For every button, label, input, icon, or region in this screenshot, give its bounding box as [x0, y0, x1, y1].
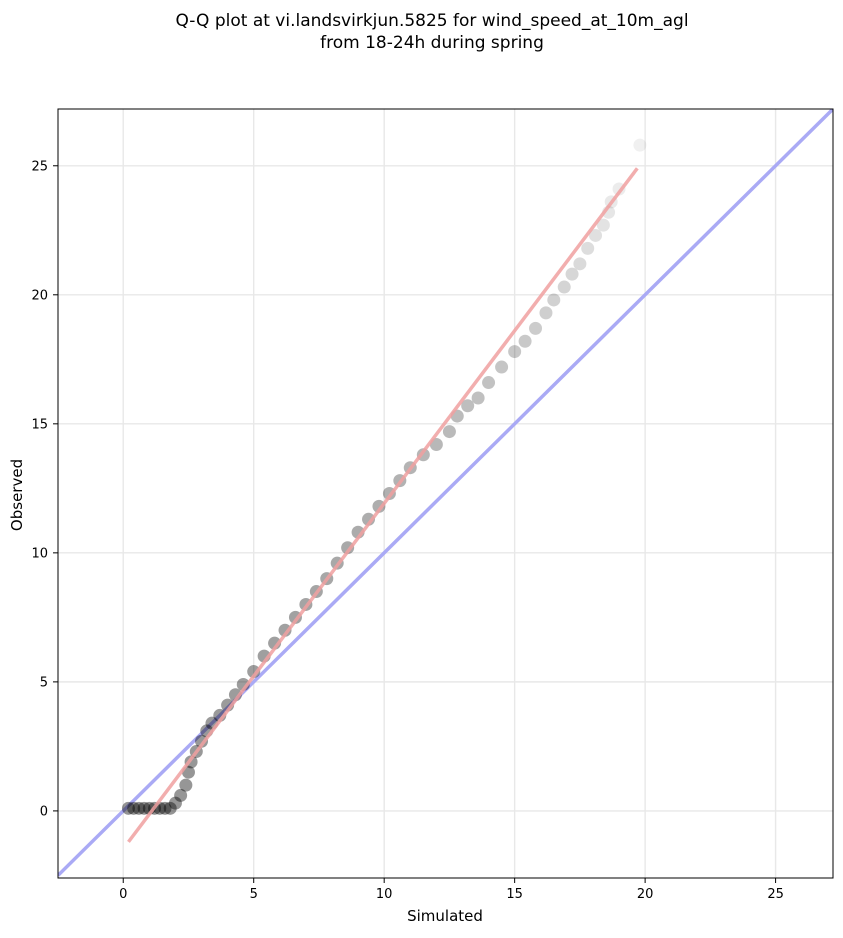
- qq-point: [547, 293, 561, 307]
- qq-point: [174, 788, 188, 802]
- x-axis-label: Simulated: [407, 907, 483, 925]
- x-tick-label: 25: [767, 887, 784, 902]
- y-tick-label: 10: [31, 546, 48, 561]
- x-tick-label: 0: [119, 887, 127, 902]
- qq-point: [163, 801, 177, 815]
- qq-point: [539, 306, 553, 320]
- qq-point: [529, 321, 543, 335]
- qq-point: [341, 541, 355, 555]
- qq-point: [132, 801, 146, 815]
- chart-subtitle: from 18-24h during spring: [320, 33, 544, 53]
- qq-point: [471, 391, 485, 405]
- plot-frame: [57, 108, 834, 879]
- identity-line: [58, 109, 833, 877]
- qq-point: [508, 345, 522, 359]
- qq-point: [121, 801, 135, 815]
- x-tick-label: 20: [637, 887, 654, 902]
- qq-point: [589, 228, 603, 242]
- qq-point: [247, 665, 261, 679]
- qq-point: [137, 801, 151, 815]
- plot-area: [58, 109, 833, 877]
- y-tick-label: 25: [31, 159, 48, 174]
- qq-point: [557, 280, 571, 294]
- y-tick-label: 20: [31, 288, 48, 303]
- qq-point: [179, 778, 193, 792]
- qq-point: [482, 376, 496, 390]
- x-tick-label: 10: [376, 887, 393, 902]
- y-tick-label: 15: [31, 417, 48, 432]
- qq-point: [278, 623, 292, 637]
- y-tick-label: 5: [40, 675, 48, 690]
- grid-lines: [58, 109, 833, 878]
- axis-ticks: 0 5 10 15 20 25 0 5 10 15 20 25: [31, 159, 783, 902]
- qq-point: [596, 218, 610, 232]
- regression-line: [127, 167, 639, 843]
- y-tick-label: 0: [40, 804, 48, 819]
- qq-point: [581, 241, 595, 255]
- qq-point: [127, 801, 141, 815]
- qq-point: [633, 138, 647, 152]
- qq-point: [495, 360, 509, 374]
- qq-point: [518, 334, 532, 348]
- qq-point: [573, 257, 587, 271]
- qq-point: [168, 796, 182, 810]
- chart-title: Q-Q plot at vi.landsvirkjun.5825 for win…: [175, 11, 688, 31]
- x-tick-label: 5: [250, 887, 258, 902]
- x-tick-label: 15: [506, 887, 523, 902]
- qq-point: [442, 425, 456, 439]
- qq-point: [158, 801, 172, 815]
- y-axis-label: Observed: [8, 459, 26, 531]
- qq-point: [565, 267, 579, 281]
- qq-point: [461, 399, 475, 413]
